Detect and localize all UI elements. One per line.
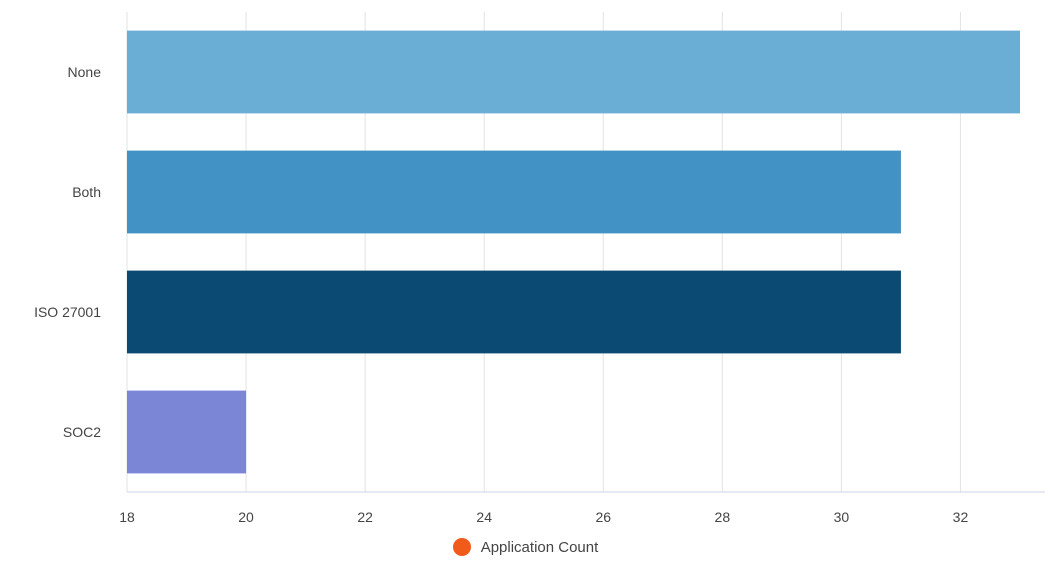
bars <box>127 30 1020 474</box>
x-tick-label: 22 <box>357 509 373 525</box>
legend-label: Application Count <box>480 538 599 556</box>
legend[interactable]: Application Count <box>0 538 1051 556</box>
x-tick-label: 26 <box>595 509 611 525</box>
x-tick-label: 20 <box>238 509 254 525</box>
bar[interactable] <box>127 150 901 234</box>
y-tick-label: ISO 27001 <box>34 304 101 320</box>
bar[interactable] <box>127 390 247 474</box>
x-tick-label: 28 <box>715 509 731 525</box>
y-tick-label: None <box>68 64 102 80</box>
y-tick-label: SOC2 <box>63 424 101 440</box>
y-tick-label: Both <box>72 184 101 200</box>
y-axis-labels: None Both ISO 27001 SOC2 <box>34 64 101 440</box>
x-axis-labels: 18 20 22 24 26 28 30 32 <box>119 509 968 525</box>
x-tick-label: 32 <box>953 509 969 525</box>
bar[interactable] <box>127 30 1020 114</box>
bar[interactable] <box>127 270 901 354</box>
x-tick-label: 24 <box>476 509 492 525</box>
x-tick-label: 30 <box>834 509 850 525</box>
x-tick-label: 18 <box>119 509 135 525</box>
legend-marker <box>452 538 471 556</box>
